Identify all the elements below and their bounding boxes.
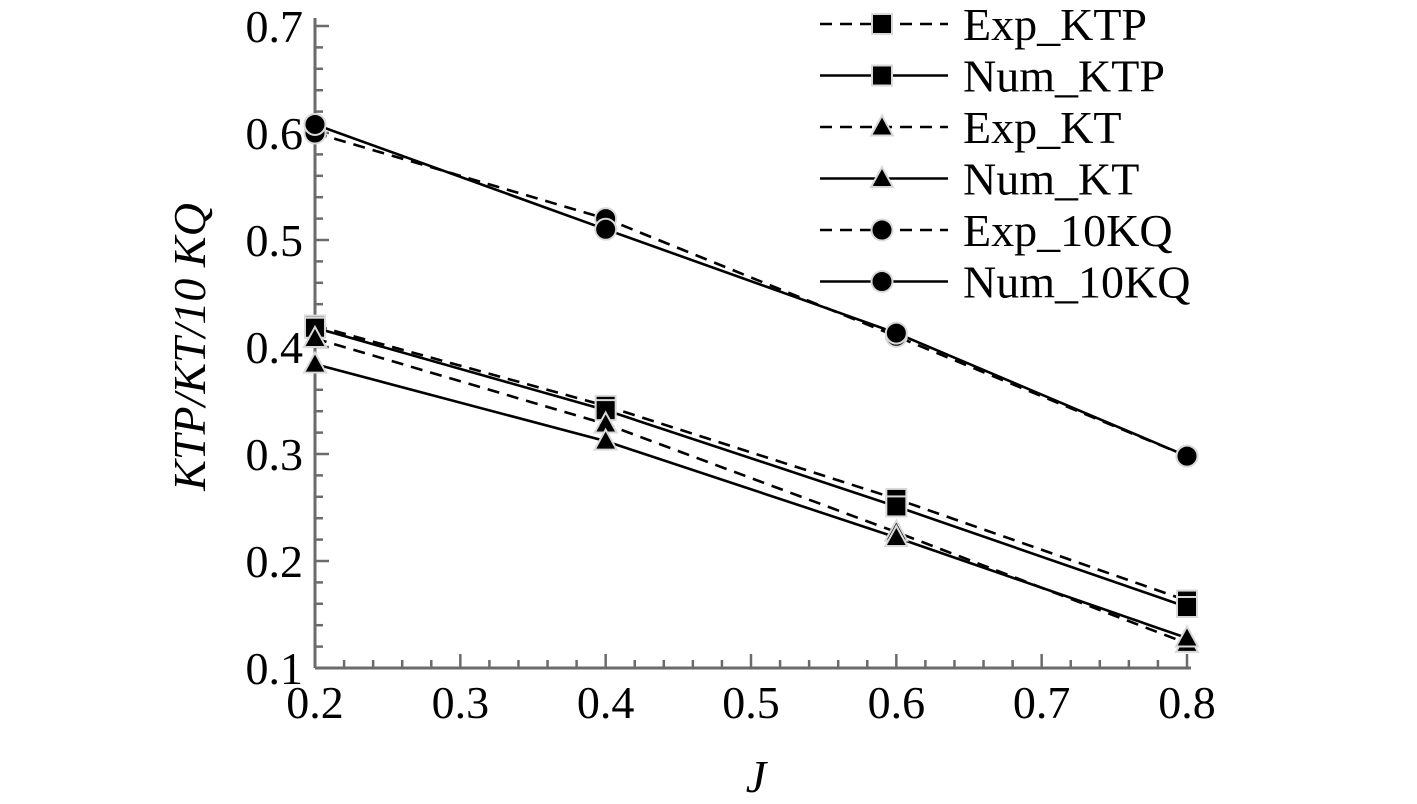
data-point-square [1176, 596, 1198, 619]
y-tick-label: 0.1 [246, 643, 304, 694]
data-point-triangle [302, 324, 328, 348]
legend-entry: Num_10KQ [820, 257, 1190, 308]
data-point-circle [1175, 444, 1199, 468]
legend-entry: Num_KTP [820, 51, 1165, 102]
series-line [314, 362, 1188, 640]
series-line [314, 337, 1188, 645]
legend-label: Num_KTP [963, 51, 1165, 102]
x-tick-label: 0.6 [868, 677, 926, 728]
legend-label: Exp_10KQ [963, 205, 1173, 256]
series-line [314, 123, 1188, 458]
x-tick-label: 0.4 [577, 677, 635, 728]
x-tick-label: 0.7 [1013, 677, 1071, 728]
legend-marker-triangle [869, 164, 895, 188]
x-tick-label: 0.3 [432, 677, 490, 728]
legend-entry: Exp_KT [820, 102, 1121, 153]
data-point-triangle [1174, 624, 1200, 648]
series-line [314, 324, 1188, 602]
legend-entry: Exp_10KQ [820, 205, 1173, 256]
data-point-circle [594, 217, 618, 241]
x-tick-label: 0.2 [286, 677, 344, 728]
data-point-circle [303, 112, 327, 136]
legend-entry: Exp_KTP [820, 0, 1147, 50]
y-tick-label: 0.5 [246, 215, 304, 266]
x-axis-title: J [746, 751, 769, 802]
legend-marker-circle [870, 218, 894, 242]
y-tick-label: 0.4 [246, 322, 304, 373]
legend-label: Num_10KQ [963, 257, 1190, 308]
y-tick-label: 0.3 [246, 429, 304, 480]
x-tick-label: 0.5 [722, 677, 780, 728]
series-num-ktp [314, 326, 1188, 609]
y-tick-label: 0.7 [246, 1, 304, 52]
legend-marker-circle [870, 270, 894, 293]
data-point-circle [884, 321, 908, 345]
series-markers-num-kt [302, 350, 1200, 648]
series-exp-kt [314, 337, 1188, 645]
series-markers-num-10kq [303, 112, 1199, 468]
legend-marker-triangle [869, 113, 895, 137]
data-point-square [885, 495, 908, 518]
legend-label: Exp_KTP [963, 0, 1147, 50]
y-tick-label: 0.2 [246, 536, 304, 587]
x-tick-label: 0.8 [1158, 677, 1216, 728]
data-point-triangle [883, 523, 910, 547]
series-line [314, 326, 1188, 609]
series-markers-num-ktp [304, 316, 1198, 619]
series-num-kt [314, 362, 1188, 640]
data-point-triangle [592, 427, 619, 451]
legend-marker-square [871, 13, 893, 35]
legend: Exp_KTPNum_KTPExp_KTNum_KTExp_10KQNum_10… [820, 0, 1190, 308]
y-axis-title: KTP/KT/10 KQ [164, 203, 215, 492]
data-point-triangle [302, 350, 328, 374]
series-exp-ktp [314, 324, 1188, 602]
axes: 0.2 0.3 0.4 0.5 0.6 0.7 0.80.10.20.30.40.50.60… [246, 1, 1216, 728]
legend-label: Num_KT [963, 154, 1139, 205]
legend-marker-square [871, 64, 893, 87]
series-layer [302, 112, 1200, 653]
legend-label: Exp_KT [963, 102, 1121, 153]
y-tick-label: 0.6 [246, 108, 304, 159]
legend-entry: Num_KT [820, 154, 1139, 205]
series-num-10kq [314, 123, 1188, 458]
